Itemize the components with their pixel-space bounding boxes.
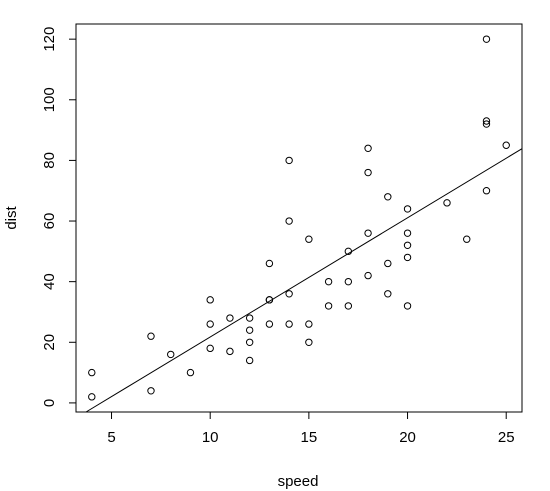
- x-axis: 5 10 15 20 25: [107, 411, 515, 446]
- data-point: [502, 141, 510, 149]
- data-point: [364, 271, 372, 280]
- x-axis-label: speed: [278, 473, 319, 490]
- data-point: [147, 332, 155, 340]
- data-point: [482, 120, 491, 128]
- data-point: [285, 217, 293, 225]
- y-tick-label: 80: [41, 152, 58, 169]
- data-point: [344, 302, 353, 310]
- data-point: [364, 144, 372, 152]
- data-point: [245, 338, 254, 346]
- data-point: [285, 320, 293, 328]
- y-tick-label: 0: [41, 399, 58, 407]
- data-point: [403, 241, 412, 249]
- regression-line-group: [85, 148, 523, 413]
- y-axis-label: dist: [3, 205, 20, 229]
- data-point: [285, 156, 293, 165]
- y-tick-label: 40: [41, 273, 58, 290]
- data-point: [482, 35, 491, 43]
- x-tick-label: 15: [301, 429, 318, 446]
- data-point: [482, 187, 491, 195]
- data-point: [245, 326, 254, 334]
- regression-line: [85, 148, 523, 413]
- data-point: [443, 199, 451, 207]
- data-point: [305, 235, 313, 243]
- x-tick-label: 5: [107, 429, 115, 446]
- data-point: [226, 347, 234, 356]
- x-tick-label: 25: [498, 429, 515, 446]
- data-point: [206, 344, 214, 353]
- data-point: [463, 235, 471, 243]
- data-points: [88, 35, 510, 401]
- data-point: [384, 290, 392, 298]
- data-point: [403, 302, 412, 310]
- data-point: [167, 350, 175, 359]
- data-point: [206, 296, 214, 304]
- y-tick-label: 120: [41, 27, 58, 52]
- y-tick-label: 60: [41, 213, 58, 230]
- data-point: [384, 193, 392, 201]
- data-point: [206, 320, 214, 328]
- data-point: [147, 387, 155, 395]
- data-point: [186, 368, 195, 377]
- data-point: [305, 338, 313, 346]
- data-point: [324, 277, 333, 286]
- data-point: [403, 229, 412, 237]
- data-point: [285, 290, 293, 298]
- data-point: [245, 356, 254, 365]
- data-point: [265, 259, 274, 268]
- data-point: [324, 302, 333, 310]
- data-point: [344, 277, 353, 286]
- plot-frame: [75, 23, 523, 413]
- y-tick-label: 100: [41, 87, 58, 112]
- y-tick-label: 20: [41, 334, 58, 351]
- x-tick-label: 10: [202, 429, 219, 446]
- data-point: [88, 368, 96, 377]
- data-point: [305, 320, 313, 328]
- x-tick-label: 20: [399, 429, 416, 446]
- data-point: [226, 314, 234, 322]
- data-point: [245, 314, 254, 322]
- data-point: [403, 205, 412, 213]
- data-point: [265, 320, 274, 328]
- data-point: [482, 117, 491, 125]
- data-point: [88, 393, 96, 401]
- y-axis: 0 20 40 60 80 100 120: [41, 27, 77, 407]
- data-point: [403, 253, 412, 262]
- data-point: [384, 259, 392, 268]
- data-point: [364, 168, 372, 177]
- data-point: [364, 229, 372, 237]
